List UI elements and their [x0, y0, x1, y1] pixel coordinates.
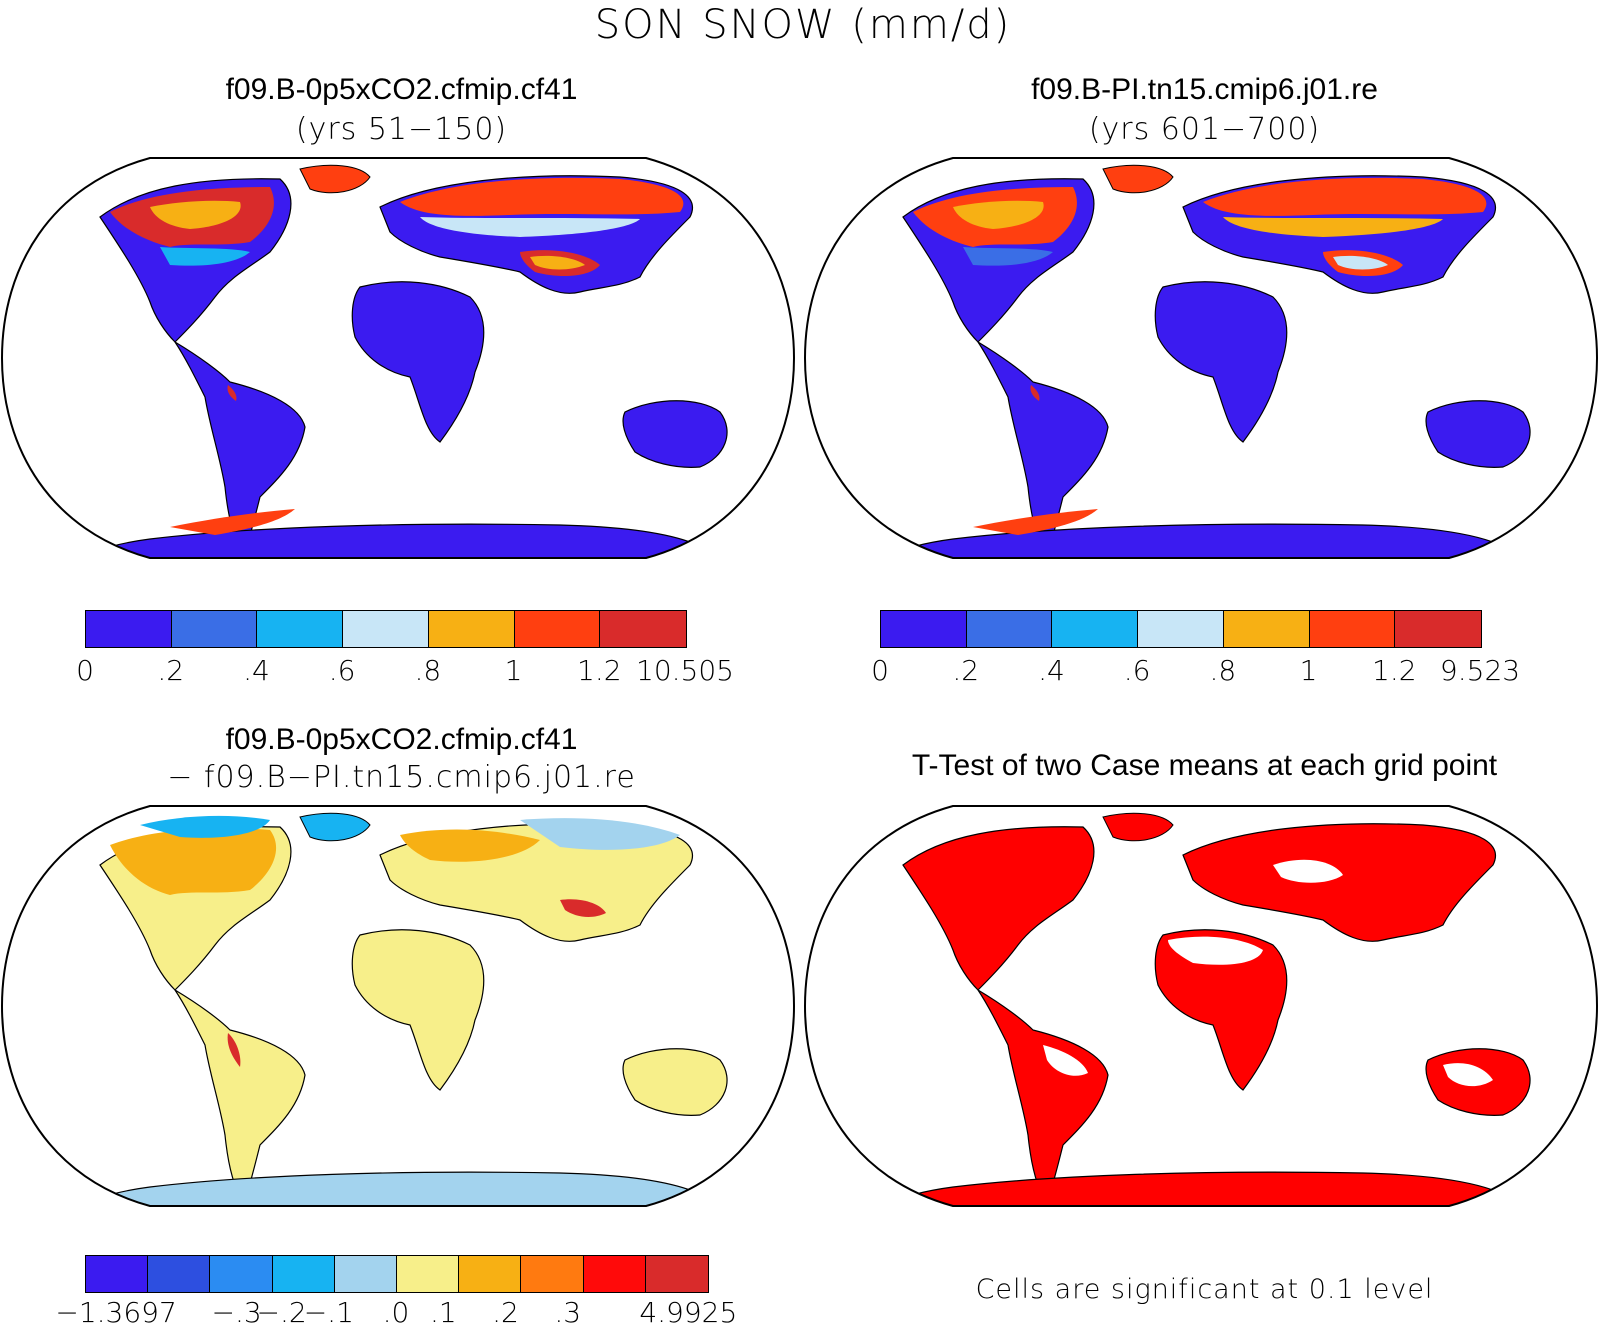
colorbar-top-right-swatch [1309, 611, 1396, 647]
colorbar-top-left-tick-label: .6 [328, 654, 356, 687]
colorbar-top-left-swatch [343, 611, 429, 647]
colorbar-top-left-swatch [257, 611, 344, 647]
panel-br-title: T-Test of two Case means at each grid po… [911, 749, 1498, 782]
colorbar-top-left [85, 610, 687, 648]
colorbar-bottom-left-swatch [459, 1256, 522, 1292]
colorbar-bottom-left-swatch [148, 1256, 211, 1292]
colorbar-bottom-left-swatch [86, 1256, 149, 1292]
colorbar-bottom-left-swatch [334, 1256, 397, 1292]
colorbar-top-right-tick-label: 0 [871, 654, 889, 687]
colorbar-top-right-swatch [1052, 611, 1139, 647]
panel-tl-subtitle: (yrs 51−150) [295, 112, 508, 147]
colorbar-bottom-left-swatch [210, 1256, 273, 1292]
colorbar-bottom-left-tick-label: −.1 [303, 1296, 354, 1329]
panel-tl-title: f09.B-0p5xCO2.cfmip.cf41 [225, 73, 578, 106]
colorbar-bottom-left-tick-label: 4.9925 [639, 1296, 738, 1329]
colorbar-bottom-left-tick-label: −1.3697 [55, 1296, 177, 1329]
colorbar-bottom-left-swatch [272, 1256, 335, 1292]
map-top-right [803, 157, 1599, 559]
colorbar-top-right-swatch [966, 611, 1053, 647]
colorbar-bottom-left-swatch [583, 1256, 646, 1292]
panel-tr-subtitle: (yrs 601−700) [1088, 112, 1321, 147]
colorbar-bottom-left-tick-label: .1 [429, 1296, 457, 1329]
colorbar-bottom-left-tick-label: .2 [492, 1296, 519, 1329]
colorbar-top-left-tick-label: .2 [157, 654, 185, 687]
map-top-left [0, 157, 796, 559]
colorbar-bottom-left-tick-label: −.3 [211, 1296, 262, 1329]
colorbar-bottom-left-tick-label: .3 [554, 1296, 582, 1329]
significance-note: Cells are significant at 0.1 level [975, 1274, 1434, 1305]
colorbar-top-left-tick-label: 0 [76, 654, 94, 687]
colorbar-top-left-swatch [86, 611, 172, 647]
colorbar-bottom-left-swatch [645, 1256, 708, 1292]
colorbar-top-left-tick-label: .8 [414, 654, 442, 687]
colorbar-top-right-labels: 0 .2 .4 .6 .8 1 1.2 9.523 [871, 654, 1520, 688]
map-bottom-left [0, 805, 796, 1207]
colorbar-top-right-tick-label: .4 [1038, 654, 1065, 687]
colorbar-top-right-tick-label: .2 [952, 654, 980, 687]
colorbar-bottom-left-swatch [396, 1256, 460, 1292]
panel-bl-title: f09.B-0p5xCO2.cfmip.cf41 [225, 723, 578, 756]
colorbar-top-left-tick-label: .4 [243, 654, 270, 687]
colorbar-top-right-swatch [881, 611, 967, 647]
colorbar-bottom-left-tick-label: −.2 [256, 1296, 307, 1329]
colorbar-top-left-swatch [171, 611, 258, 647]
colorbar-bottom-left-tick-label: .0 [382, 1296, 410, 1329]
colorbar-top-right-swatch [1138, 611, 1224, 647]
colorbar-bottom-left-labels: −1.3697 −.3 −.2 −.1 .0 .1 .2 .3 4.9925 [55, 1296, 737, 1330]
colorbar-top-right-tick-label: 1 [1299, 654, 1318, 687]
colorbar-top-right-swatch [1395, 611, 1481, 647]
colorbar-top-right [880, 610, 1482, 648]
colorbar-top-left-labels: 0 .2 .4 .6 .8 1 1.2 10.505 [76, 654, 734, 688]
colorbar-top-left-tick-label: 1.2 [577, 654, 622, 687]
colorbar-top-left-swatch [428, 611, 515, 647]
map-bottom-right [803, 805, 1599, 1207]
colorbar-top-right-tick-label: 9.523 [1439, 654, 1521, 687]
colorbar-top-right-tick-label: .8 [1209, 654, 1237, 687]
panel-bl-subtitle: − f09.B−PI.tn15.cmip6.j01.re [167, 760, 636, 795]
colorbar-top-right-tick-label: .6 [1123, 654, 1151, 687]
colorbar-bottom-left [85, 1255, 709, 1293]
panel-tr-title: f09.B-PI.tn15.cmip6.j01.re [1031, 73, 1378, 106]
colorbar-top-left-swatch [600, 611, 686, 647]
colorbar-top-left-swatch [514, 611, 601, 647]
colorbar-top-right-tick-label: 1.2 [1372, 654, 1417, 687]
colorbar-top-right-swatch [1223, 611, 1310, 647]
colorbar-top-left-tick-label: 1 [504, 654, 523, 687]
colorbar-top-left-tick-label: 10.505 [636, 654, 734, 687]
figure-title: SON SNOW (mm/d) [594, 2, 1012, 48]
colorbar-bottom-left-swatch [521, 1256, 584, 1292]
